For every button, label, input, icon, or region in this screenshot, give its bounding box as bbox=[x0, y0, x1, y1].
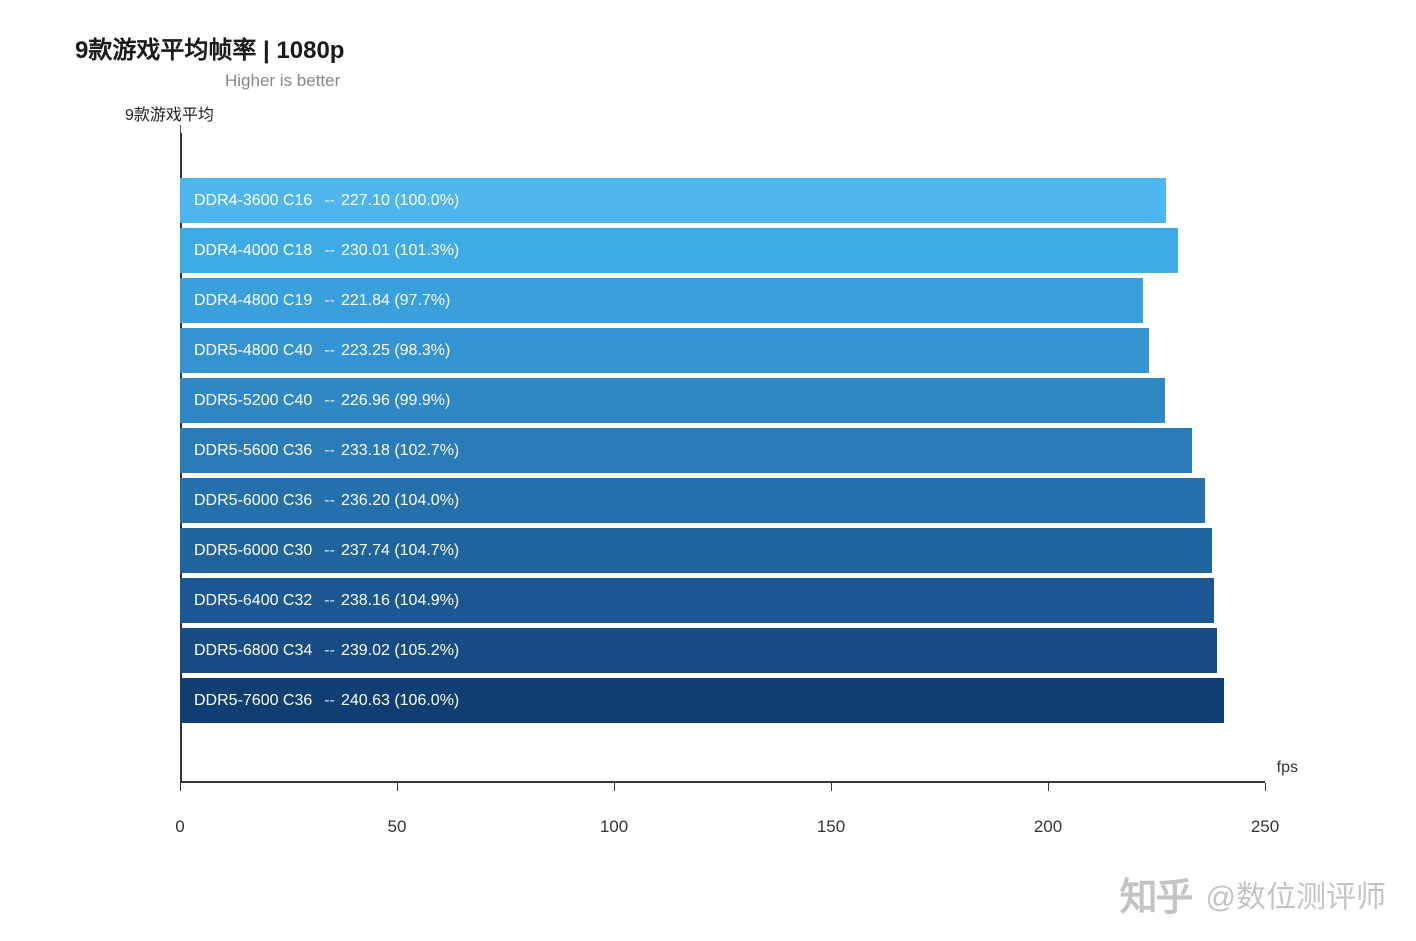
bar: DDR4-3600 C16 -- 227.10 (100.0%) bbox=[180, 178, 1166, 223]
bar-spec: DDR4-3600 C16 bbox=[194, 192, 312, 209]
watermark-text: @数位测评师 bbox=[1206, 872, 1386, 916]
bar: DDR5-6800 C34 -- 239.02 (105.2%) bbox=[180, 628, 1217, 673]
bar-separator: -- bbox=[324, 542, 335, 559]
bar-label: DDR5-5600 C36 -- 233.18 (102.7%) bbox=[194, 442, 459, 460]
bar-separator: -- bbox=[324, 592, 335, 609]
bar-separator: -- bbox=[324, 292, 335, 309]
bar-row: DDR5-6000 C36 -- 236.20 (104.0%) bbox=[180, 478, 1290, 523]
bar-label: DDR5-5200 C40 -- 226.96 (99.9%) bbox=[194, 392, 450, 410]
bar-value: 221.84 (97.7%) bbox=[341, 292, 450, 309]
x-tick-label: 150 bbox=[817, 817, 845, 837]
bar-spec: DDR5-5600 C36 bbox=[194, 442, 312, 459]
bar-value: 230.01 (101.3%) bbox=[341, 242, 459, 259]
bar-label: DDR5-6000 C36 -- 236.20 (104.0%) bbox=[194, 492, 459, 510]
bar-value: 236.20 (104.0%) bbox=[341, 492, 459, 509]
x-axis-unit: fps bbox=[1277, 759, 1298, 777]
bar: DDR5-7600 C36 -- 240.63 (106.0%) bbox=[180, 678, 1224, 723]
bar-spec: DDR5-5200 C40 bbox=[194, 392, 312, 409]
bar-spec: DDR5-7600 C36 bbox=[194, 692, 312, 709]
bar-value: 239.02 (105.2%) bbox=[341, 642, 459, 659]
bar-separator: -- bbox=[324, 192, 335, 209]
x-tick bbox=[180, 783, 181, 791]
bar: DDR4-4000 C18 -- 230.01 (101.3%) bbox=[180, 228, 1178, 273]
bar-value: 223.25 (98.3%) bbox=[341, 342, 450, 359]
bar-label: DDR5-4800 C40 -- 223.25 (98.3%) bbox=[194, 342, 450, 360]
bar-row: DDR5-5600 C36 -- 233.18 (102.7%) bbox=[180, 428, 1290, 473]
chart-subtitle: Higher is better bbox=[225, 71, 1335, 91]
bar-spec: DDR5-6400 C32 bbox=[194, 592, 312, 609]
bar-row: DDR5-4800 C40 -- 223.25 (98.3%) bbox=[180, 328, 1290, 373]
x-tick-label: 0 bbox=[175, 817, 184, 837]
bar-value: 226.96 (99.9%) bbox=[341, 392, 450, 409]
bar-row: DDR5-5200 C40 -- 226.96 (99.9%) bbox=[180, 378, 1290, 423]
bar-label: DDR5-6000 C30 -- 237.74 (104.7%) bbox=[194, 542, 459, 560]
watermark-logo: 知乎 bbox=[1120, 866, 1192, 921]
bar-label: DDR5-7600 C36 -- 240.63 (106.0%) bbox=[194, 692, 459, 710]
bar: DDR5-6000 C30 -- 237.74 (104.7%) bbox=[180, 528, 1212, 573]
bar-row: DDR5-6800 C34 -- 239.02 (105.2%) bbox=[180, 628, 1290, 673]
bar-row: DDR4-3600 C16 -- 227.10 (100.0%) bbox=[180, 178, 1290, 223]
bar-separator: -- bbox=[324, 242, 335, 259]
bar-row: DDR5-7600 C36 -- 240.63 (106.0%) bbox=[180, 678, 1290, 723]
x-tick bbox=[831, 783, 832, 791]
bar: DDR5-4800 C40 -- 223.25 (98.3%) bbox=[180, 328, 1149, 373]
y-axis-top-tick bbox=[180, 125, 181, 133]
bar-separator: -- bbox=[324, 642, 335, 659]
plot-area: DDR4-3600 C16 -- 227.10 (100.0%) DDR4-4000 … bbox=[180, 133, 1290, 783]
bar-value: 227.10 (100.0%) bbox=[341, 192, 459, 209]
bar: DDR5-6400 C32 -- 238.16 (104.9%) bbox=[180, 578, 1214, 623]
bar-row: DDR4-4800 C19 -- 221.84 (97.7%) bbox=[180, 278, 1290, 323]
bar-spec: DDR5-6000 C36 bbox=[194, 492, 312, 509]
bar-separator: -- bbox=[324, 692, 335, 709]
bar-label: DDR4-4000 C18 -- 230.01 (101.3%) bbox=[194, 242, 459, 260]
bar-label: DDR4-4800 C19 -- 221.84 (97.7%) bbox=[194, 292, 450, 310]
bar-spec: DDR4-4000 C18 bbox=[194, 242, 312, 259]
bar-separator: -- bbox=[324, 342, 335, 359]
x-tick-label: 50 bbox=[388, 817, 407, 837]
bar-value: 240.63 (106.0%) bbox=[341, 692, 459, 709]
chart-container: 9款游戏平均帧率 | 1080p Higher is better 9款游戏平均… bbox=[75, 30, 1335, 783]
bar-label: DDR5-6400 C32 -- 238.16 (104.9%) bbox=[194, 592, 459, 610]
bar: DDR5-5200 C40 -- 226.96 (99.9%) bbox=[180, 378, 1165, 423]
bars-group: DDR4-3600 C16 -- 227.10 (100.0%) DDR4-4000 … bbox=[180, 178, 1290, 728]
x-ticks bbox=[180, 783, 1290, 791]
x-tick bbox=[614, 783, 615, 791]
bar-separator: -- bbox=[324, 392, 335, 409]
bar-separator: -- bbox=[324, 442, 335, 459]
x-tick bbox=[1048, 783, 1049, 791]
bar-row: DDR5-6000 C30 -- 237.74 (104.7%) bbox=[180, 528, 1290, 573]
bar: DDR4-4800 C19 -- 221.84 (97.7%) bbox=[180, 278, 1143, 323]
bar-spec: DDR5-4800 C40 bbox=[194, 342, 312, 359]
x-tick-label: 250 bbox=[1251, 817, 1279, 837]
bar-value: 238.16 (104.9%) bbox=[341, 592, 459, 609]
x-tick bbox=[397, 783, 398, 791]
bar-separator: -- bbox=[324, 492, 335, 509]
x-tick-label: 200 bbox=[1034, 817, 1062, 837]
bar-value: 237.74 (104.7%) bbox=[341, 542, 459, 559]
bar-label: DDR5-6800 C34 -- 239.02 (105.2%) bbox=[194, 642, 459, 660]
bar-value: 233.18 (102.7%) bbox=[341, 442, 459, 459]
bar-label: DDR4-3600 C16 -- 227.10 (100.0%) bbox=[194, 192, 459, 210]
bar-spec: DDR5-6000 C30 bbox=[194, 542, 312, 559]
bar: DDR5-5600 C36 -- 233.18 (102.7%) bbox=[180, 428, 1192, 473]
watermark: 知乎 @数位测评师 bbox=[1120, 866, 1386, 921]
chart-title: 9款游戏平均帧率 | 1080p bbox=[75, 30, 1335, 65]
bar: DDR5-6000 C36 -- 236.20 (104.0%) bbox=[180, 478, 1205, 523]
x-tick-label: 100 bbox=[600, 817, 628, 837]
bar-spec: DDR5-6800 C34 bbox=[194, 642, 312, 659]
bar-row: DDR4-4000 C18 -- 230.01 (101.3%) bbox=[180, 228, 1290, 273]
bar-spec: DDR4-4800 C19 bbox=[194, 292, 312, 309]
bar-row: DDR5-6400 C32 -- 238.16 (104.9%) bbox=[180, 578, 1290, 623]
x-tick bbox=[1265, 783, 1266, 791]
category-label: 9款游戏平均 bbox=[125, 101, 1335, 125]
